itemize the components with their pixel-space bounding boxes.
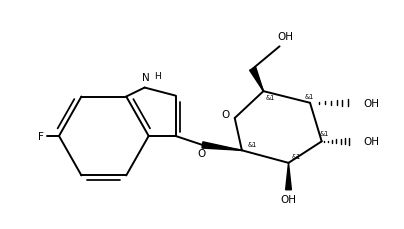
Text: OH: OH [280,194,297,204]
Text: O: O [198,149,206,159]
Text: &1: &1 [305,94,314,100]
Polygon shape [202,142,242,151]
Text: OH: OH [363,98,379,108]
Text: &1: &1 [247,141,257,147]
Text: H: H [154,71,161,80]
Text: OH: OH [363,137,379,147]
Text: &1: &1 [292,154,301,160]
Text: O: O [222,110,230,120]
Text: &1: &1 [320,130,329,136]
Text: &1: &1 [265,95,274,101]
Text: F: F [38,131,44,141]
Polygon shape [286,163,291,190]
Text: OH: OH [278,31,294,41]
Polygon shape [250,68,263,92]
Text: N: N [142,72,150,82]
